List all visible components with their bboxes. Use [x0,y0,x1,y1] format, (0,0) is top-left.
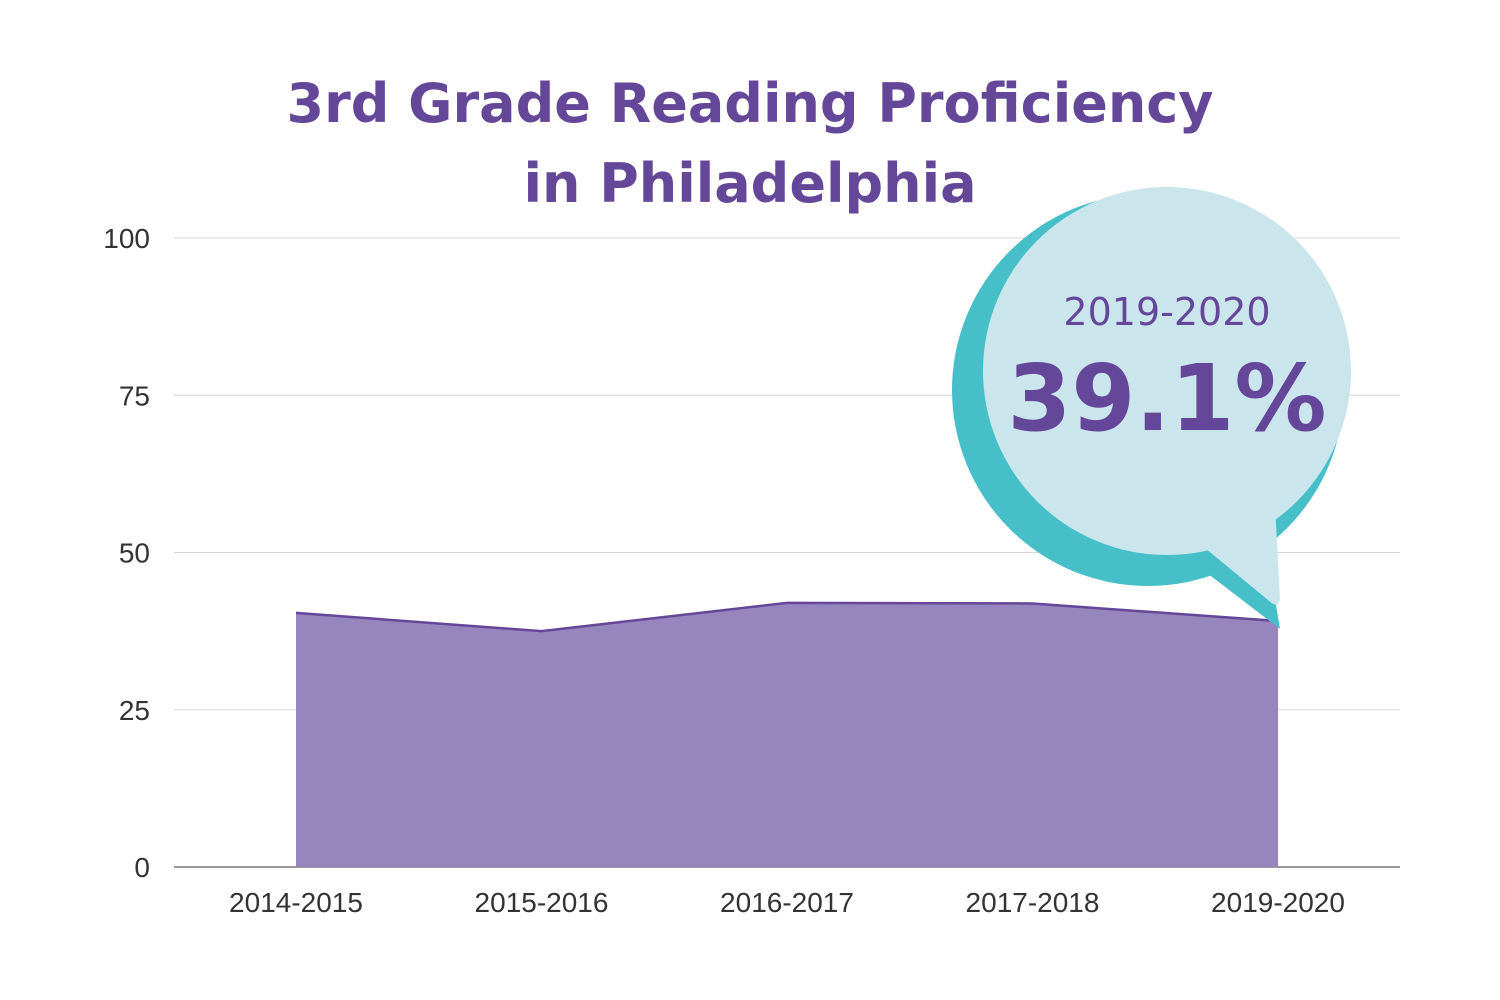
area-fill [296,602,1278,867]
y-tick-label: 0 [134,852,150,883]
x-tick-label: 2017-2018 [966,887,1100,918]
y-tick-label: 50 [119,538,150,569]
x-tick-label: 2019-2020 [1211,887,1345,918]
chart-title: 3rd Grade Reading Proficiency in Philade… [0,64,1500,224]
y-tick-label: 100 [103,223,150,254]
x-tick-label: 2014-2015 [229,887,363,918]
x-tick-label: 2016-2017 [720,887,854,918]
callout-tail [1205,505,1280,605]
callout-bubble [983,187,1351,555]
chart-title-line2: in Philadelphia [523,152,977,215]
y-tick-label: 25 [119,695,150,726]
callout-value: 39.1% [1007,345,1326,452]
callout-label: 2019-2020 [1063,290,1270,334]
chart-title-line1: 3rd Grade Reading Proficiency [286,72,1214,135]
x-tick-label: 2015-2016 [475,887,609,918]
y-tick-label: 75 [119,380,150,411]
